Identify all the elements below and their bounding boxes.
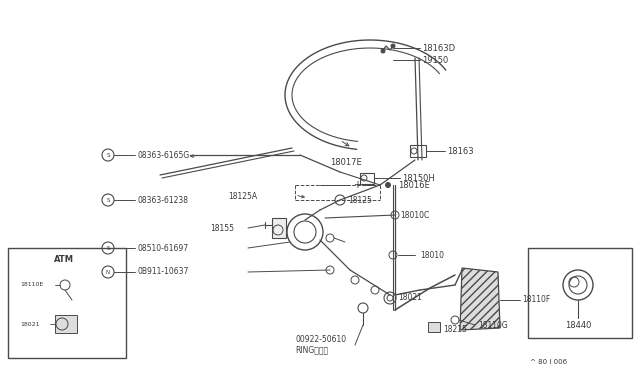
Text: S: S — [106, 246, 109, 250]
Text: 18125A: 18125A — [228, 192, 257, 201]
Text: 18215: 18215 — [443, 326, 467, 334]
Text: 08510-61697: 08510-61697 — [137, 244, 188, 253]
Text: 18017E: 18017E — [330, 157, 362, 167]
Text: 18125: 18125 — [348, 196, 372, 205]
Text: 18021: 18021 — [20, 321, 40, 327]
Text: 18110G: 18110G — [478, 321, 508, 330]
Bar — [55, 315, 77, 333]
Text: 18440: 18440 — [565, 321, 591, 330]
Text: RINGリング: RINGリング — [295, 346, 328, 355]
Bar — [410, 145, 426, 157]
Bar — [8, 248, 126, 358]
Text: 18010: 18010 — [420, 250, 444, 260]
Circle shape — [381, 49, 385, 53]
Circle shape — [391, 44, 395, 48]
Text: 08363-6165G: 08363-6165G — [137, 151, 189, 160]
Text: 18010C: 18010C — [400, 211, 429, 219]
Bar — [428, 322, 440, 332]
Text: N: N — [106, 269, 110, 275]
Circle shape — [385, 183, 390, 187]
Bar — [360, 173, 374, 184]
Text: 18163: 18163 — [447, 147, 474, 155]
Text: +: + — [353, 180, 361, 190]
Text: 18021: 18021 — [398, 294, 422, 302]
Text: 00922-50610: 00922-50610 — [295, 336, 346, 344]
Text: 18016E: 18016E — [398, 180, 429, 189]
Text: S: S — [106, 153, 109, 157]
Bar — [272, 218, 286, 238]
Bar — [528, 248, 632, 338]
Text: 18163D: 18163D — [422, 44, 455, 52]
Polygon shape — [460, 268, 500, 330]
Text: 18110F: 18110F — [522, 295, 550, 305]
Text: 18150H: 18150H — [402, 173, 435, 183]
Text: 18155: 18155 — [210, 224, 234, 232]
Text: 08363-61238: 08363-61238 — [137, 196, 188, 205]
Text: 0B911-10637: 0B911-10637 — [137, 267, 188, 276]
Text: ATM: ATM — [54, 256, 74, 264]
Text: S: S — [106, 198, 109, 202]
Text: 18110E: 18110E — [20, 282, 44, 288]
Text: 19150: 19150 — [422, 55, 448, 64]
Text: ^ 80 l 006: ^ 80 l 006 — [530, 359, 567, 365]
